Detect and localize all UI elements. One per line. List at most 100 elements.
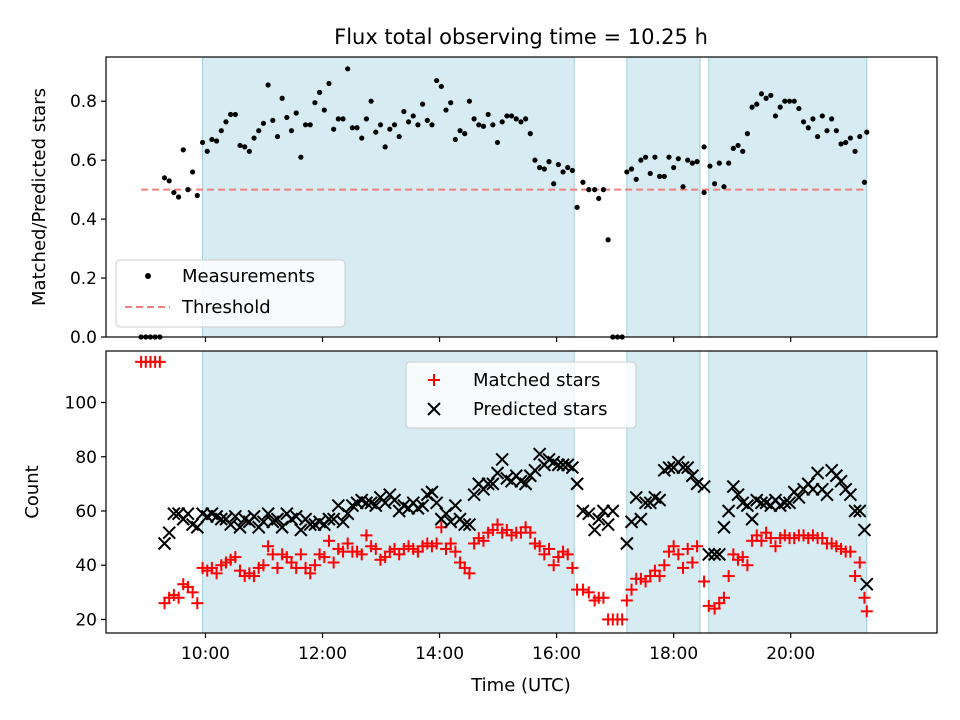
predicted-star-point (731, 488, 745, 502)
matched-star-point (686, 556, 699, 569)
measurement-point (671, 164, 677, 171)
predicted-star-point (606, 504, 620, 518)
marker-stroke (820, 488, 834, 502)
measurement-point (624, 169, 630, 175)
measurement-point (800, 119, 807, 125)
predicted-star-point (387, 493, 402, 507)
measurement-point (657, 173, 663, 179)
marker-stroke (570, 477, 584, 491)
x-tick-label: 12:00 (298, 644, 347, 664)
measurement-point (499, 119, 505, 125)
predicted-star-point (634, 512, 648, 526)
predicted-star-point (638, 496, 653, 510)
measurement-point (175, 194, 182, 200)
matched-star-point (463, 567, 476, 580)
matched-star-point (322, 534, 335, 547)
measurement-point (772, 113, 779, 119)
top-legend: Measurements Threshold (115, 259, 346, 328)
marker-stroke (853, 504, 867, 518)
measurement-point (592, 187, 598, 193)
measurement-point (363, 116, 370, 122)
measurement-point (204, 148, 210, 154)
measurement-point (726, 160, 732, 166)
measurement-point (293, 110, 299, 116)
predicted-star-point (620, 536, 634, 551)
predicted-star-point (702, 547, 716, 562)
predicted-star-point (629, 490, 643, 505)
predicted-star-point (717, 520, 731, 534)
legend-label-matched: Matched stars (473, 370, 600, 391)
top-shaded-intervals (202, 56, 868, 338)
marker-stroke (205, 506, 219, 521)
marker-stroke (233, 520, 247, 534)
predicted-star-point (458, 517, 472, 532)
measurement-point (628, 166, 635, 172)
predicted-star-point (322, 512, 336, 526)
marker-stroke (624, 515, 639, 529)
marker-stroke (270, 512, 285, 526)
marker-stroke (157, 536, 172, 551)
marker-stroke (462, 517, 477, 532)
predicted-star-point (481, 477, 495, 491)
marker-stroke (443, 515, 458, 529)
predicted-star-point (680, 460, 695, 475)
measurement-point (260, 120, 267, 126)
measurement-point (321, 107, 327, 113)
predicted-star-point (223, 517, 238, 532)
legend-label-threshold: Threshold (181, 297, 271, 318)
predicted-star-point (712, 547, 727, 562)
marker-stroke (448, 498, 463, 513)
marker-stroke (582, 506, 596, 521)
measurement-point (716, 160, 722, 166)
marker-stroke (652, 493, 667, 507)
measurement-point (569, 167, 576, 174)
predicted-star-point (834, 474, 848, 488)
matched-star-point (369, 542, 382, 555)
bottom-legend: Matched stars Predicted stars (405, 361, 637, 429)
marker-stroke (676, 460, 690, 475)
marker-stroke (565, 460, 580, 475)
marker-stroke (556, 458, 570, 472)
y-tick-label: 100 (65, 394, 97, 414)
top-axes-frame (105, 56, 938, 338)
predicted-star-point (415, 498, 430, 513)
y-tick-label: 60 (75, 502, 97, 522)
measurement-point (410, 113, 416, 119)
measurement-point (317, 89, 323, 95)
marker-stroke (355, 493, 369, 507)
marker-stroke (834, 474, 848, 488)
bottom-y-axis: 20 40 60 80 100 (65, 394, 106, 630)
measurement-point (251, 135, 257, 141)
measurement-point (396, 133, 402, 140)
measurement-point (768, 92, 774, 98)
matched-star-point (533, 540, 546, 553)
measurement-point (209, 136, 215, 143)
marker-stroke (429, 496, 444, 510)
marker-stroke (542, 452, 556, 467)
measurement-point (758, 91, 765, 97)
matched-star-point (477, 534, 490, 547)
matched-star-point (304, 567, 317, 580)
measurement-point (777, 104, 783, 110)
marker-stroke (261, 506, 275, 521)
measurement-point (513, 116, 519, 122)
measurement-point (805, 125, 811, 131)
matched-star-point (547, 559, 560, 572)
marker-stroke (415, 498, 430, 513)
marker-stroke (214, 512, 228, 526)
marker-stroke (167, 506, 181, 521)
measurement-point (438, 83, 444, 90)
measurement-point (647, 170, 653, 177)
predicted-star-point (556, 458, 570, 472)
marker-stroke (185, 517, 200, 532)
marker-stroke (336, 515, 350, 529)
marker-stroke (326, 512, 341, 526)
marker-stroke (209, 509, 224, 524)
marker-stroke (587, 523, 602, 537)
matched-star-point (566, 561, 579, 574)
top-x-ticks (204, 337, 792, 342)
predicted-star-point (853, 504, 867, 518)
y-tick-label: 40 (75, 556, 97, 576)
marker-stroke (726, 479, 741, 494)
measurement-point (701, 144, 707, 150)
